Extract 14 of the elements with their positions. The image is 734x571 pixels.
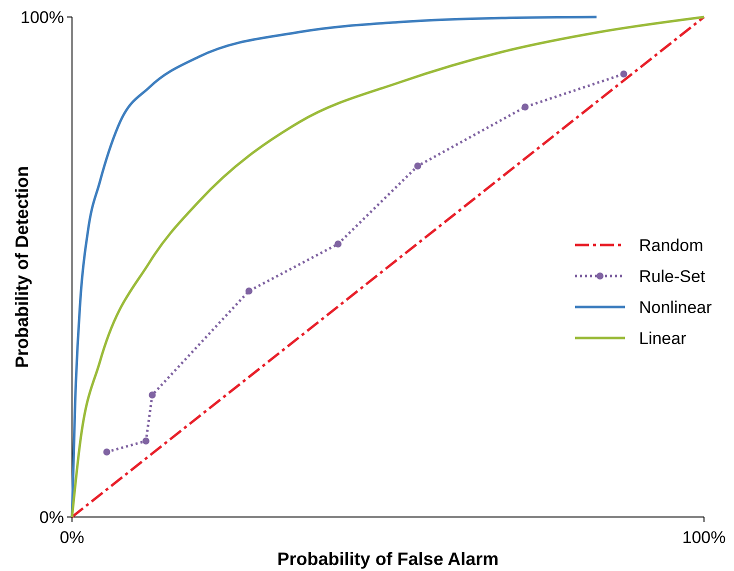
point xyxy=(245,288,252,294)
point xyxy=(620,70,628,78)
legend-label: Nonlinear xyxy=(639,298,712,317)
point xyxy=(414,162,422,170)
point xyxy=(334,240,342,248)
legend-label: Random xyxy=(639,236,704,255)
legend-label: Linear xyxy=(639,328,687,348)
y-axis-title: Probability of Detection xyxy=(12,166,32,368)
point xyxy=(142,438,150,444)
point xyxy=(148,392,156,398)
legend-label: Rule-Set xyxy=(639,266,706,286)
point xyxy=(103,448,110,456)
x-axis-title: Probability of False Alarm xyxy=(277,549,499,569)
point xyxy=(522,104,529,110)
